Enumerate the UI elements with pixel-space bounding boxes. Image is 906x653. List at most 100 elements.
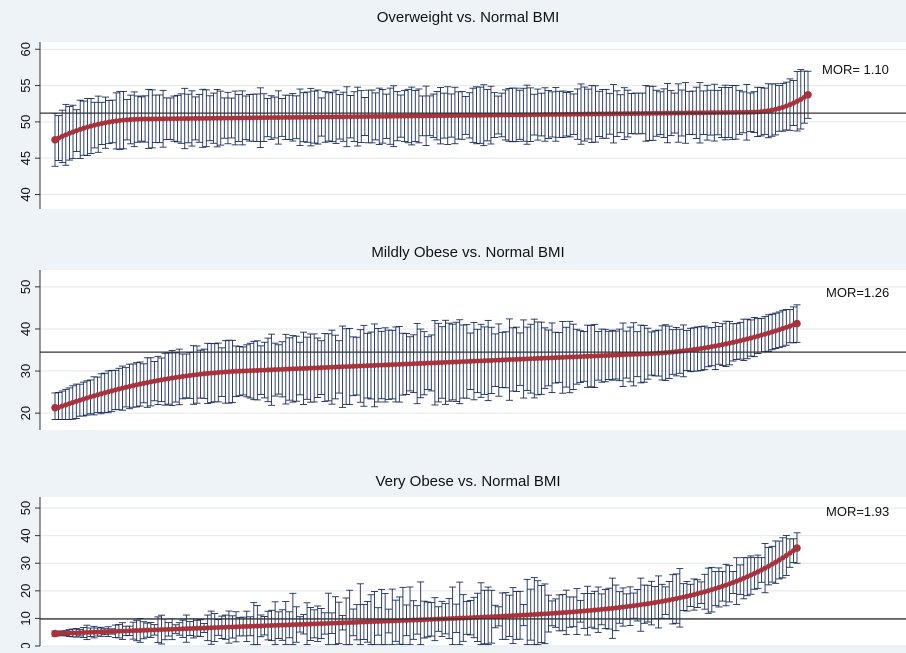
point-estimate bbox=[192, 115, 199, 121]
point-estimate bbox=[319, 114, 325, 120]
point-estimate bbox=[430, 113, 436, 119]
point-estimate bbox=[484, 112, 490, 118]
point-estimate bbox=[448, 112, 454, 119]
point-estimate bbox=[210, 115, 217, 121]
y-tick-label: 20 bbox=[18, 406, 33, 420]
chart-panel-overweight: Overweight vs. Normal BMI 40 45 50 55 60 MOR=… bbox=[18, 9, 906, 209]
point-estimate bbox=[243, 115, 249, 121]
point-estimate bbox=[221, 115, 227, 121]
point-estimate bbox=[178, 115, 184, 122]
point-estimate bbox=[304, 114, 310, 120]
y-tick-label: 10 bbox=[18, 611, 33, 625]
y-tick-label: 50 bbox=[18, 115, 33, 129]
point-estimate bbox=[282, 114, 289, 120]
y-tick-label: 50 bbox=[18, 280, 33, 294]
point-estimate bbox=[214, 115, 220, 121]
point-estimate bbox=[160, 116, 166, 122]
point-estimate bbox=[455, 112, 462, 119]
point-estimate bbox=[196, 115, 202, 121]
point-estimate bbox=[156, 116, 163, 122]
y-tick-label: 20 bbox=[18, 584, 33, 598]
point-estimate bbox=[261, 115, 267, 121]
point-estimate bbox=[200, 115, 206, 121]
chart-panel-very-obese: Very Obese vs. Normal BMI 0 10 20 30 40 50 MOR… bbox=[18, 473, 906, 650]
chart-title: Very Obese vs. Normal BMI bbox=[375, 473, 560, 490]
point-estimate bbox=[182, 115, 188, 122]
point-estimate bbox=[293, 114, 299, 120]
point-estimate bbox=[409, 113, 415, 119]
point-estimate bbox=[369, 113, 375, 120]
point-estimate bbox=[322, 114, 328, 120]
point-estimate bbox=[793, 319, 801, 328]
point-estimate bbox=[804, 91, 812, 99]
point-estimate bbox=[308, 114, 314, 120]
point-estimate bbox=[355, 113, 361, 120]
point-estimate bbox=[149, 116, 155, 122]
point-estimate bbox=[290, 114, 296, 120]
point-estimate bbox=[488, 112, 494, 118]
chart-title: Mildly Obese vs. Normal BMI bbox=[371, 244, 564, 261]
point-estimate bbox=[434, 113, 440, 119]
point-estimate bbox=[174, 115, 181, 122]
point-estimate bbox=[300, 114, 307, 120]
point-estimate bbox=[311, 114, 318, 120]
point-estimate bbox=[225, 115, 231, 121]
point-estimate bbox=[344, 114, 350, 120]
point-estimate bbox=[419, 113, 426, 119]
chart-title: Overweight vs. Normal BMI bbox=[377, 9, 560, 26]
point-estimate bbox=[153, 116, 159, 122]
point-estimate bbox=[441, 113, 447, 119]
y-tick-label: 30 bbox=[18, 556, 33, 570]
point-estimate bbox=[423, 113, 429, 119]
point-estimate bbox=[437, 113, 444, 119]
y-tick-label: 40 bbox=[18, 528, 33, 542]
point-estimate bbox=[232, 115, 238, 121]
point-estimate bbox=[228, 115, 235, 121]
point-estimate bbox=[146, 116, 152, 122]
y-tick-label: 40 bbox=[18, 187, 33, 201]
point-estimate bbox=[394, 113, 400, 119]
point-estimate bbox=[412, 113, 418, 119]
point-estimate bbox=[203, 115, 209, 121]
point-estimate bbox=[481, 112, 487, 118]
point-estimate bbox=[362, 113, 368, 120]
mor-annotation: MOR=1.26 bbox=[826, 285, 889, 300]
point-estimate bbox=[351, 114, 357, 120]
y-tick-label: 60 bbox=[18, 42, 33, 56]
point-estimate bbox=[297, 114, 303, 120]
point-estimate bbox=[340, 114, 346, 120]
point-estimate bbox=[315, 114, 321, 120]
point-estimate bbox=[398, 113, 404, 119]
point-estimate bbox=[164, 116, 170, 122]
point-estimate bbox=[358, 113, 364, 120]
point-estimate bbox=[427, 113, 433, 119]
point-estimate bbox=[268, 114, 274, 121]
point-estimate bbox=[185, 115, 191, 122]
mor-annotation: MOR=1.93 bbox=[826, 504, 889, 519]
point-estimate bbox=[239, 115, 245, 121]
point-estimate bbox=[246, 115, 253, 121]
point-estimate bbox=[477, 112, 483, 118]
point-estimate bbox=[445, 112, 451, 119]
point-estimate bbox=[254, 115, 260, 121]
point-estimate bbox=[286, 114, 292, 120]
point-estimate bbox=[250, 115, 256, 121]
point-estimate bbox=[275, 114, 281, 121]
y-tick-label: 50 bbox=[18, 501, 33, 515]
point-estimate bbox=[272, 114, 278, 121]
point-estimate bbox=[373, 113, 379, 119]
point-estimate bbox=[138, 116, 145, 122]
point-estimate bbox=[337, 114, 343, 120]
point-estimate bbox=[387, 113, 393, 119]
point-estimate bbox=[452, 112, 458, 119]
point-estimate bbox=[466, 112, 472, 118]
point-estimate bbox=[189, 115, 195, 122]
y-tick-label: 30 bbox=[18, 364, 33, 378]
point-estimate bbox=[383, 113, 390, 119]
point-estimate bbox=[264, 114, 271, 121]
point-estimate bbox=[326, 114, 332, 120]
point-estimate bbox=[391, 113, 397, 119]
point-estimate bbox=[459, 112, 465, 119]
